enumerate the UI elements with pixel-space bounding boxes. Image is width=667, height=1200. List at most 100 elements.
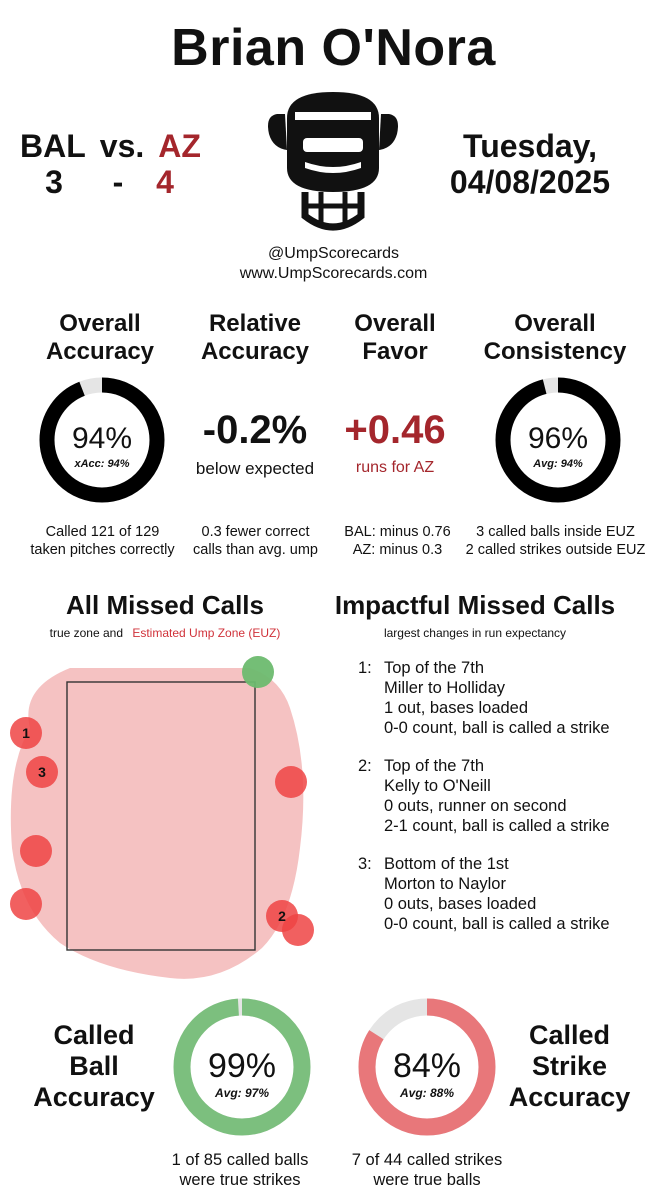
relative-accuracy-sub: below expected bbox=[195, 459, 315, 478]
missed-pitch bbox=[275, 766, 307, 798]
ring-arc bbox=[358, 998, 496, 1136]
heading-line: Overall bbox=[514, 310, 596, 337]
heading-line: Consistency bbox=[483, 338, 627, 365]
heading-line: Overall bbox=[354, 310, 436, 337]
heading-line: Ball bbox=[69, 1051, 119, 1081]
heading-line: Accuracy bbox=[33, 1082, 155, 1112]
impactful-caption: largest changes in run expectancy bbox=[383, 626, 567, 640]
ball-accuracy-avg: Avg: 97% bbox=[214, 1086, 269, 1100]
caption-euz: Estimated Ump Zone (EUZ) bbox=[132, 626, 281, 640]
credits: @UmpScorecards www.UmpScorecards.com bbox=[200, 244, 467, 284]
ball-accuracy-ring: 99% Avg: 97% bbox=[173, 998, 311, 1136]
overall-consistency-value: 96% bbox=[528, 422, 588, 455]
all-missed-caption: true zone and Estimated Ump Zone (EUZ) bbox=[10, 626, 320, 640]
ring-arc bbox=[173, 998, 311, 1136]
impactful-item: 1: Top of the 7th Miller to Holliday 1 o… bbox=[358, 658, 658, 738]
relative-accuracy-heading: Relative Accuracy bbox=[180, 310, 330, 366]
strike-accuracy-foot: 7 of 44 called strikes were true balls bbox=[337, 1150, 517, 1190]
foot-line: BAL: minus 0.76 bbox=[344, 524, 451, 540]
pitch-label: 2 bbox=[278, 908, 286, 924]
ring-arc bbox=[495, 377, 621, 503]
foot-line: were true balls bbox=[373, 1171, 481, 1189]
heading-line: Relative bbox=[208, 310, 302, 337]
away-score: 3 bbox=[45, 164, 63, 200]
overall-favor-value: +0.46 bbox=[344, 408, 446, 452]
heading-line: Accuracy bbox=[200, 338, 310, 365]
game-day: Tuesday, bbox=[463, 128, 597, 164]
item-matchup: Miller to Holliday bbox=[384, 679, 506, 697]
vs-label: vs. bbox=[99, 128, 145, 164]
heading-line: Called bbox=[53, 1020, 135, 1050]
heading-line: Accuracy bbox=[508, 1082, 631, 1112]
item-count: 0-0 count, ball is called a strike bbox=[384, 915, 610, 933]
heading-line: Called bbox=[528, 1020, 611, 1050]
caption-prefix: true zone and bbox=[49, 626, 123, 640]
strike-accuracy-ring: 84% Avg: 88% bbox=[358, 998, 496, 1136]
impactful-item: 3: Bottom of the 1st Morton to Naylor 0 … bbox=[358, 854, 658, 934]
foot-line: were true strikes bbox=[179, 1171, 301, 1189]
impactful-num: 2: bbox=[358, 757, 372, 775]
missed-pitch bbox=[20, 835, 52, 867]
foot-line: AZ: minus 0.3 bbox=[352, 542, 443, 558]
foot-line: 3 called balls inside EUZ bbox=[476, 524, 635, 540]
umpire-mask-icon bbox=[268, 92, 398, 231]
overall-favor-heading: Overall Favor bbox=[320, 310, 470, 366]
impactful-item: 2: Top of the 7th Kelly to O'Neill 0 out… bbox=[358, 756, 658, 836]
score-dash: - bbox=[112, 164, 124, 200]
foot-line: calls than avg. ump bbox=[193, 542, 318, 558]
overall-consistency-foot: 3 called balls inside EUZ 2 called strik… bbox=[458, 523, 653, 559]
strike-accuracy-heading: Called Strike Accuracy bbox=[497, 1020, 642, 1113]
ball-accuracy-heading: Called Ball Accuracy bbox=[20, 1020, 168, 1113]
overall-favor-block: +0.46 runs for AZ bbox=[315, 408, 475, 477]
home-score: 4 bbox=[156, 164, 174, 200]
game-date: Tuesday, 04/08/2025 bbox=[415, 128, 645, 200]
heading-line: Favor bbox=[362, 338, 428, 365]
relative-accuracy-block: -0.2% below expected bbox=[175, 408, 335, 479]
impactful-num: 3: bbox=[358, 855, 372, 873]
missed-calls-plot: 1 2 3 bbox=[10, 656, 314, 979]
heading-line: Strike bbox=[531, 1051, 608, 1081]
matchup: BAL vs. AZ 3 - 4 bbox=[20, 128, 230, 200]
impactful-title: Impactful Missed Calls bbox=[334, 590, 616, 620]
overall-consistency-heading: Overall Consistency bbox=[470, 310, 640, 366]
strike-zone bbox=[66, 681, 256, 951]
overall-favor-foot: BAL: minus 0.76 AZ: minus 0.3 bbox=[320, 523, 475, 559]
foot-line: Called 121 of 129 bbox=[45, 524, 160, 540]
foot-line: 2 called strikes outside EUZ bbox=[465, 542, 646, 558]
twitter-handle[interactable]: @UmpScorecards bbox=[268, 245, 399, 262]
foot-line: taken pitches correctly bbox=[30, 542, 175, 558]
item-inning: Top of the 7th bbox=[384, 757, 484, 775]
heading-line: Overall bbox=[59, 310, 141, 337]
item-matchup: Morton to Naylor bbox=[384, 875, 506, 893]
ball-accuracy-value: 99% bbox=[208, 1047, 276, 1085]
overall-accuracy-ring: 94% xAcc: 94% bbox=[39, 377, 165, 503]
foot-line: 7 of 44 called strikes bbox=[351, 1151, 503, 1169]
missed-pitch bbox=[282, 914, 314, 946]
pitch-label: 1 bbox=[22, 725, 30, 741]
impactful-num: 1: bbox=[358, 659, 372, 677]
item-count: 2-1 count, ball is called a strike bbox=[384, 817, 610, 835]
foot-line: 0.3 fewer correct bbox=[201, 524, 310, 540]
overall-accuracy-value: 94% bbox=[72, 422, 132, 455]
overall-consistency-ring: 96% Avg: 94% bbox=[495, 377, 621, 503]
website-link[interactable]: www.UmpScorecards.com bbox=[239, 265, 428, 282]
item-situation: 0 outs, runner on second bbox=[384, 797, 567, 815]
consistency-avg-note: Avg: 94% bbox=[532, 458, 583, 470]
item-matchup: Kelly to O'Neill bbox=[384, 777, 491, 795]
item-count: 0-0 count, ball is called a strike bbox=[384, 719, 610, 737]
missed-pitch bbox=[10, 888, 42, 920]
game-date-value: 04/08/2025 bbox=[449, 164, 611, 200]
missed-pitch bbox=[10, 717, 42, 749]
overall-accuracy-foot: Called 121 of 129 taken pitches correctl… bbox=[10, 523, 195, 559]
foot-line: 1 of 85 called balls bbox=[171, 1151, 309, 1169]
umpire-name: Brian O'Nora bbox=[171, 19, 496, 77]
ring-arc bbox=[39, 377, 165, 503]
pitch-label: 3 bbox=[38, 764, 46, 780]
relative-accuracy-value: -0.2% bbox=[202, 408, 308, 452]
strike-accuracy-avg: Avg: 88% bbox=[399, 1086, 454, 1100]
impactful-list: 1: Top of the 7th Miller to Holliday 1 o… bbox=[358, 658, 658, 952]
all-missed-title: All Missed Calls bbox=[66, 590, 264, 620]
heading-line: Accuracy bbox=[45, 338, 155, 365]
item-inning: Bottom of the 1st bbox=[384, 855, 509, 873]
away-team: BAL bbox=[20, 128, 86, 164]
